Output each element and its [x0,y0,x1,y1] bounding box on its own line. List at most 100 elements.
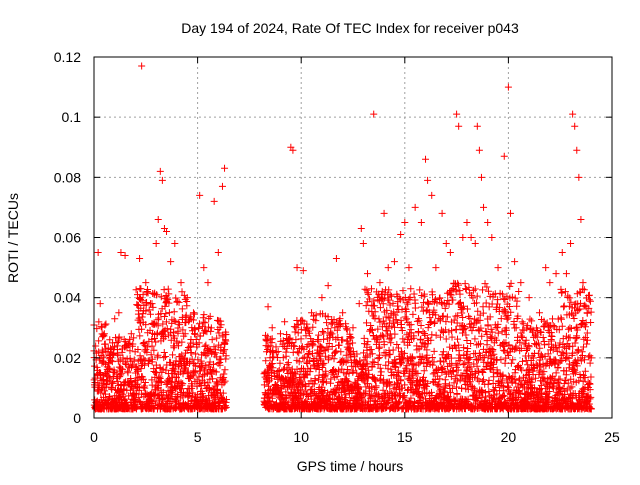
data-point [274,347,282,355]
data-point [276,330,284,338]
data-point [463,218,471,226]
data-point [349,339,357,347]
data-point [369,358,377,366]
data-point [209,375,217,383]
data-point [158,368,166,376]
data-point [320,335,328,343]
data-point [202,341,210,349]
data-point [342,351,350,359]
data-point [148,342,156,350]
data-point [386,350,394,358]
y-tick-label: 0.04 [54,290,81,306]
data-point [178,288,186,296]
data-point [364,380,372,388]
data-point [106,365,114,373]
data-point [504,83,512,91]
data-point [173,374,181,382]
data-point [323,319,331,327]
data-point [339,309,347,317]
data-point [117,365,125,373]
data-point [388,292,396,300]
data-point [386,382,394,390]
x-tick-label: 5 [194,429,202,445]
data-point [380,341,388,349]
data-point [480,203,488,211]
data-point [272,348,280,356]
data-point [141,379,149,387]
data-point [368,326,376,334]
data-point [147,300,155,308]
data-point [216,361,224,369]
data-point [222,352,230,360]
data-point [129,385,137,393]
data-point [390,319,398,327]
data-point [222,403,230,411]
data-point [317,343,325,351]
data-point [375,354,383,362]
data-point [374,325,382,333]
data-point [138,62,146,70]
data-point [171,240,179,248]
data-point [152,338,160,346]
data-point [477,173,485,181]
data-point [154,322,162,330]
data-point [208,336,216,344]
data-point [385,324,393,332]
data-point [374,360,382,368]
data-point [322,370,330,378]
data-point [140,338,148,346]
data-point [161,353,169,361]
data-point [302,370,310,378]
data-point [285,364,293,372]
data-point [268,335,276,343]
data-point [137,296,145,304]
data-point [202,361,210,369]
x-tick-label: 15 [397,429,413,445]
data-point [335,341,343,349]
data-point [384,264,392,272]
data-point [319,328,327,336]
data-point [459,234,467,241]
data-point [267,360,275,368]
data-point [333,326,341,334]
data-point [117,249,125,257]
data-point [397,359,405,367]
data-point [424,176,432,184]
data-point [156,375,164,383]
data-point [141,384,149,392]
data-point [138,325,146,333]
data-point [124,341,132,349]
data-point [178,381,186,389]
data-point [120,382,128,390]
data-point [114,346,122,354]
data-point [156,167,164,175]
data-point [328,330,336,338]
data-point [221,402,229,410]
data-point [558,249,566,257]
data-point [124,369,132,377]
data-point [376,364,384,372]
data-point [388,334,396,342]
data-point [371,376,379,384]
data-point [100,332,108,340]
data-point [182,311,190,319]
data-point [139,340,147,348]
data-point [219,389,227,397]
data-point [517,279,525,287]
y-tick-label: 0.02 [54,350,81,366]
data-point [364,360,372,368]
data-point [190,369,198,377]
data-point [299,267,307,275]
data-point [222,337,230,345]
data-point [571,122,579,130]
data-point [138,313,146,321]
data-point [282,352,290,360]
data-point [213,334,221,342]
data-point [144,289,152,297]
data-point [176,321,184,329]
data-point [185,391,193,399]
y-tick-label: 0.1 [62,109,82,125]
data-point [99,331,107,339]
data-point [175,298,183,306]
data-point [195,373,203,381]
